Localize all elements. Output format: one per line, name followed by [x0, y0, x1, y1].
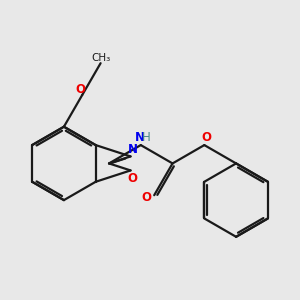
Text: H: H: [142, 130, 151, 143]
Text: CH₃: CH₃: [91, 53, 110, 63]
Text: O: O: [142, 190, 152, 203]
Text: O: O: [128, 172, 137, 185]
Text: O: O: [75, 83, 85, 96]
Text: O: O: [201, 130, 211, 143]
Text: N: N: [128, 143, 137, 156]
Text: N: N: [135, 130, 145, 143]
